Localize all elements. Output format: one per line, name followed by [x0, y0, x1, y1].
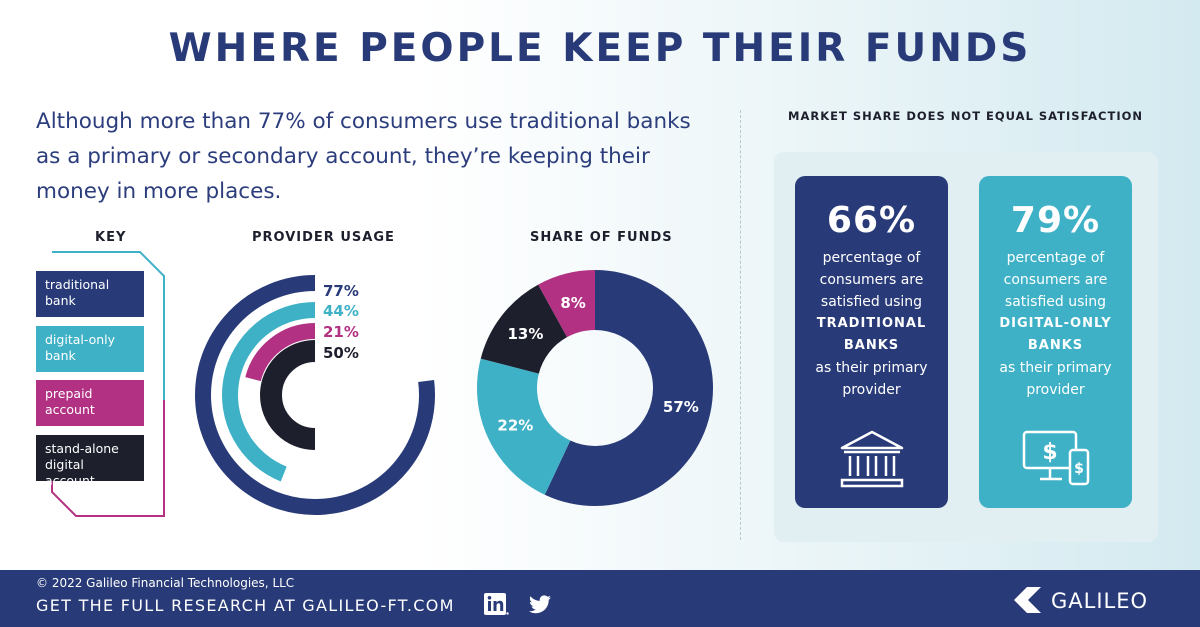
key-item-digital-only-bank: digital-only bank: [36, 326, 144, 372]
card-text: as their primary: [815, 360, 928, 376]
satisfaction-heading: MARKET SHARE DOES NOT EQUAL SATISFACTION: [788, 109, 1143, 123]
key-item-standalone-digital-account: stand-alone digital account: [36, 435, 144, 488]
bank-icon: [840, 430, 904, 488]
digital-only-bank-card: 79% percentage of consumers are satisfie…: [979, 176, 1132, 508]
card-bold-text: BANKS: [1027, 338, 1084, 353]
provider-usage-bar: [195, 275, 435, 515]
card-text: as their primary: [999, 360, 1112, 376]
provider-usage-bar: [260, 340, 316, 450]
twitter-icon[interactable]: [527, 592, 553, 616]
card-percent: 79%: [1010, 200, 1101, 241]
key-bracket: [51, 251, 165, 517]
provider-usage-label: 21%: [323, 323, 359, 341]
traditional-bank-card: 66% percentage of consumers are satisfie…: [795, 176, 948, 508]
provider-usage-label: 77%: [323, 282, 359, 300]
research-link[interactable]: GET THE FULL RESEARCH AT GALILEO-FT.COM: [36, 596, 455, 615]
provider-usage-heading: PROVIDER USAGE: [252, 230, 395, 245]
card-text: satisfied using: [820, 294, 923, 310]
svg-text:$: $: [1074, 461, 1084, 477]
linkedin-icon[interactable]: [483, 592, 509, 616]
section-divider: [740, 110, 741, 540]
digital-devices-icon: $ $: [1022, 430, 1090, 486]
card-text: consumers are: [1003, 272, 1108, 288]
provider-usage-bar: [245, 323, 316, 382]
page-title: WHERE PEOPLE KEEP THEIR FUNDS: [168, 26, 1032, 71]
provider-usage-bar: [222, 302, 316, 482]
share-of-funds-label: 13%: [508, 325, 544, 343]
svg-text:$: $: [1042, 440, 1057, 465]
share-of-funds-chart: 57% 22% 13% 8%: [477, 270, 713, 506]
key-item-prepaid-account: prepaid account: [36, 380, 144, 426]
key-item-traditional-bank: traditional bank: [36, 271, 144, 317]
key-heading: KEY: [95, 230, 127, 245]
copyright-text: © 2022 Galileo Financial Technologies, L…: [36, 576, 295, 590]
provider-usage-chart: 77% 44% 21% 50%: [195, 275, 435, 515]
card-text: provider: [842, 382, 901, 398]
card-bold-text: DIGITAL-ONLY: [999, 316, 1112, 331]
share-of-funds-heading: SHARE OF FUNDS: [530, 230, 673, 245]
provider-usage-label: 44%: [323, 302, 359, 320]
card-text: percentage of: [822, 250, 921, 266]
footer-bar: [0, 570, 1200, 627]
card-text: percentage of: [1006, 250, 1105, 266]
share-of-funds-label: 22%: [497, 416, 533, 434]
share-of-funds-slice: [480, 284, 568, 374]
card-percent: 66%: [826, 200, 917, 241]
share-of-funds-slice: [544, 270, 713, 506]
intro-text: Although more than 77% of consumers use …: [36, 109, 691, 204]
card-text: consumers are: [819, 272, 924, 288]
galileo-logo-icon: [1014, 587, 1044, 613]
card-text: satisfied using: [1004, 294, 1107, 310]
share-of-funds-label: 8%: [560, 294, 585, 312]
provider-usage-label: 50%: [323, 344, 359, 362]
share-of-funds-slice: [477, 358, 571, 495]
share-of-funds-slice: [538, 270, 595, 338]
card-text: provider: [1026, 382, 1085, 398]
card-bold-text: BANKS: [843, 338, 900, 353]
share-of-funds-label: 57%: [663, 398, 699, 416]
card-bold-text: TRADITIONAL: [816, 316, 927, 331]
brand-name: GALILEO: [1051, 589, 1149, 613]
